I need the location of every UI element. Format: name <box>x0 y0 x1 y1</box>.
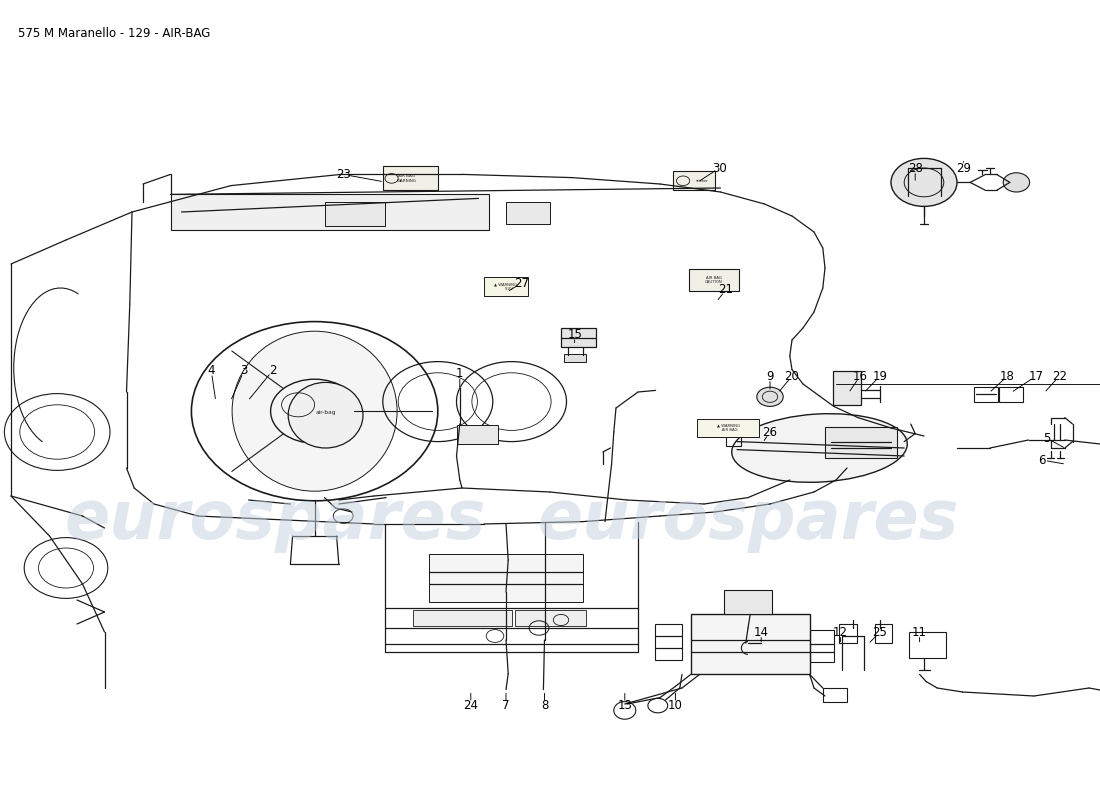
Text: 1: 1 <box>456 367 463 380</box>
Text: AIR BAG
WARNING: AIR BAG WARNING <box>397 174 417 182</box>
Bar <box>726 432 741 446</box>
Text: eurospares: eurospares <box>64 487 486 553</box>
Text: 22: 22 <box>1052 370 1067 382</box>
Bar <box>673 171 715 190</box>
Text: 29: 29 <box>956 162 971 174</box>
Bar <box>839 624 857 643</box>
Text: 27: 27 <box>514 277 529 290</box>
Ellipse shape <box>732 414 907 482</box>
Text: sticker: sticker <box>695 178 708 182</box>
Text: 18: 18 <box>1000 370 1015 382</box>
Bar <box>506 202 550 224</box>
Text: 17: 17 <box>1028 370 1044 382</box>
Text: 11: 11 <box>912 626 927 638</box>
Ellipse shape <box>288 382 363 448</box>
Bar <box>689 269 739 291</box>
Bar <box>170 194 490 230</box>
Text: 30: 30 <box>712 162 727 174</box>
Text: AIR BAG
CAUTION: AIR BAG CAUTION <box>705 276 723 284</box>
Text: 23: 23 <box>336 168 351 181</box>
Text: 8: 8 <box>541 699 548 712</box>
Bar <box>561 328 596 347</box>
Text: 16: 16 <box>852 370 868 382</box>
Text: 4: 4 <box>208 364 214 377</box>
Bar <box>909 632 946 658</box>
Bar <box>456 425 498 444</box>
Text: 2: 2 <box>270 364 276 377</box>
Text: 28: 28 <box>908 162 923 174</box>
Circle shape <box>757 387 783 406</box>
Text: 5: 5 <box>1044 432 1050 445</box>
Bar <box>691 614 810 674</box>
Bar <box>724 590 772 614</box>
Bar <box>874 624 892 643</box>
Text: 9: 9 <box>767 370 773 382</box>
Circle shape <box>1003 173 1030 192</box>
Bar <box>383 166 438 190</box>
Bar <box>324 202 385 226</box>
Text: air-bag: air-bag <box>316 410 336 415</box>
Text: ▲ WARNING
    SUV: ▲ WARNING SUV <box>494 282 518 290</box>
Bar <box>654 624 682 660</box>
Text: 19: 19 <box>872 370 888 382</box>
Text: 26: 26 <box>762 426 778 438</box>
Text: 15: 15 <box>568 328 583 341</box>
Bar <box>412 610 512 626</box>
Bar <box>810 630 834 662</box>
Text: 24: 24 <box>463 699 478 712</box>
Text: 7: 7 <box>503 699 509 712</box>
Text: 25: 25 <box>872 626 888 638</box>
Text: 10: 10 <box>668 699 683 712</box>
Text: 3: 3 <box>241 364 248 377</box>
Bar <box>484 277 528 296</box>
Text: 13: 13 <box>617 699 632 712</box>
Text: 20: 20 <box>784 370 800 382</box>
Text: eurospares: eurospares <box>537 487 959 553</box>
Text: ▲ WARNING
   AIR BAG: ▲ WARNING AIR BAG <box>716 424 740 432</box>
Bar <box>697 419 759 437</box>
Bar <box>429 554 583 602</box>
Bar <box>564 354 586 362</box>
Bar <box>825 427 896 458</box>
Bar <box>974 387 998 402</box>
Bar <box>823 688 847 702</box>
Text: 12: 12 <box>833 626 848 638</box>
Bar <box>833 371 861 405</box>
Text: 575 M Maranello - 129 - AIR-BAG: 575 M Maranello - 129 - AIR-BAG <box>18 27 210 40</box>
Bar <box>999 387 1023 402</box>
Text: 14: 14 <box>754 626 769 638</box>
Text: 6: 6 <box>1038 454 1045 466</box>
Circle shape <box>891 158 957 206</box>
Bar <box>515 610 586 626</box>
Text: 21: 21 <box>718 283 734 296</box>
Ellipse shape <box>232 331 397 491</box>
